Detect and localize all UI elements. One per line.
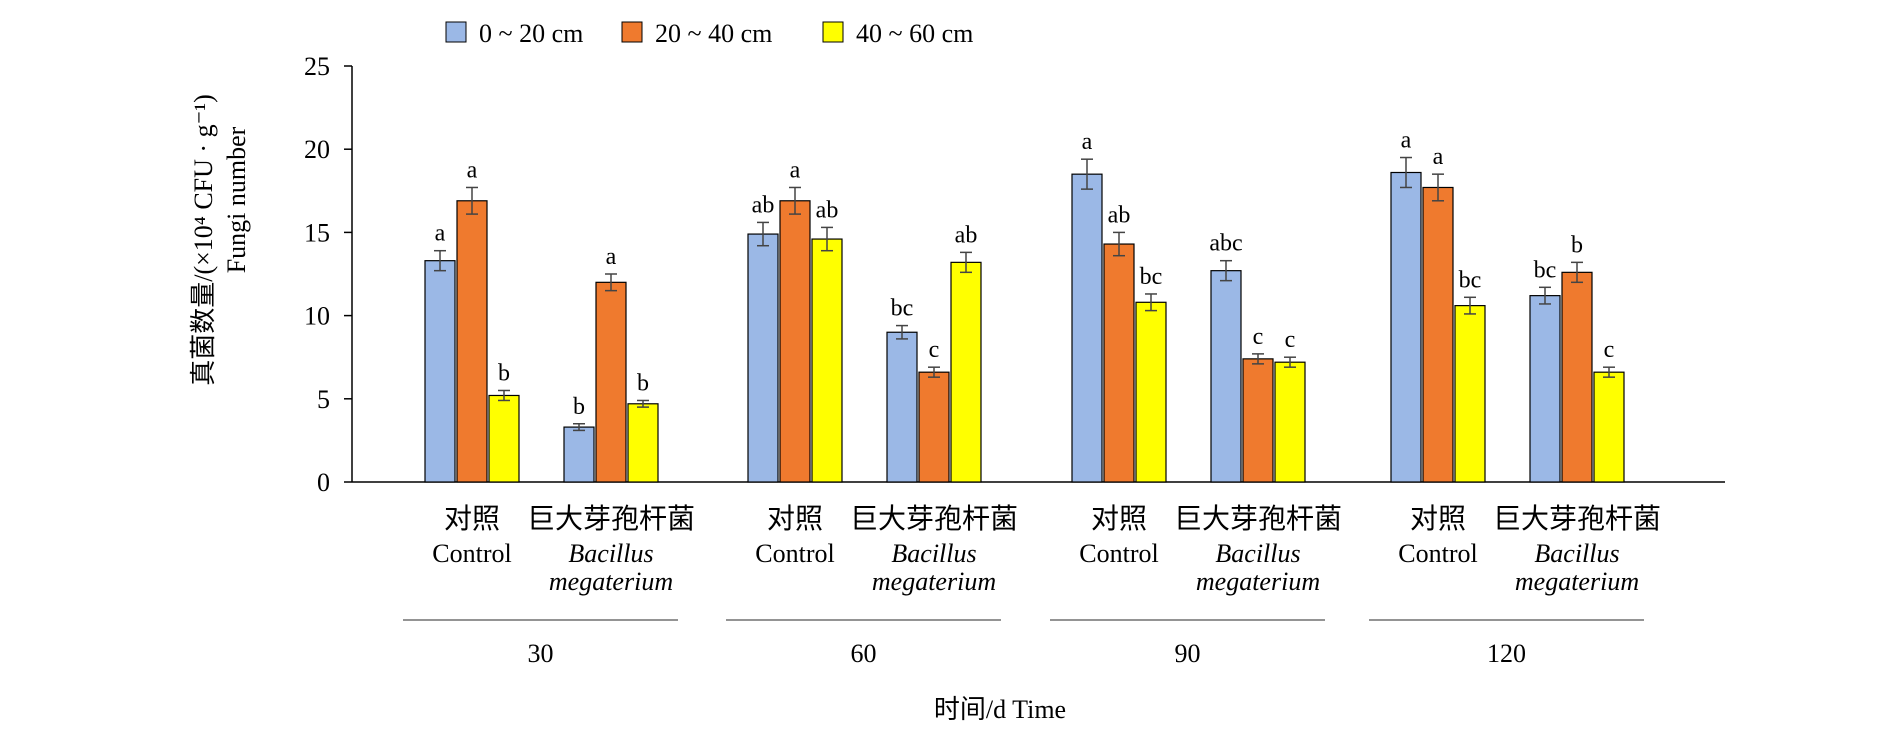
significance-label: b — [1571, 232, 1583, 258]
treatment-label-cn: 巨大芽孢杆菌 — [850, 503, 1018, 535]
treatment-label-en: Control — [1079, 539, 1158, 568]
significance-label: ab — [816, 197, 839, 223]
significance-label: a — [1401, 128, 1412, 154]
treatment-label-en: megaterium — [549, 567, 673, 596]
significance-label: bc — [891, 296, 914, 322]
y-axis: 0 5 10 15 20 25 — [304, 52, 353, 497]
day-label: 30 — [528, 639, 554, 668]
treatment-label-en: Control — [432, 539, 511, 568]
legend-swatch — [621, 21, 643, 43]
significance-label: a — [435, 221, 446, 247]
bar — [779, 200, 811, 483]
bar — [595, 281, 627, 483]
day-label: 90 — [1175, 639, 1201, 668]
bar — [1274, 361, 1306, 483]
y-tick-label: 15 — [304, 218, 330, 247]
significance-label: a — [606, 244, 617, 270]
treatment-label-cn: 巨大芽孢杆菌 — [1174, 503, 1342, 535]
significance-label: bc — [1140, 264, 1163, 290]
bar — [563, 426, 595, 483]
significance-label: b — [637, 370, 649, 396]
bar — [1103, 243, 1135, 483]
legend: 0 ~ 20 cm 20 ~ 40 cm 40 ~ 60 cm — [445, 19, 973, 48]
y-tick-label: 10 — [304, 302, 330, 331]
bar — [627, 403, 659, 483]
treatment-label-en: Bacillus — [1215, 539, 1300, 568]
bar — [950, 261, 982, 483]
day-label: 120 — [1487, 639, 1526, 668]
legend-swatch — [445, 21, 467, 43]
significance-label: c — [1604, 337, 1615, 363]
y-tick-label: 5 — [317, 385, 330, 414]
significance-label: a — [790, 157, 801, 183]
treatment-label-cn: 巨大芽孢杆菌 — [1493, 503, 1661, 535]
bar — [811, 238, 843, 483]
significance-label: ab — [1108, 202, 1131, 228]
significance-label: abc — [1209, 231, 1242, 257]
treatment-label-en: Control — [755, 539, 834, 568]
x-axis-title: 时间/d Time — [934, 695, 1066, 724]
treatment-label-en: Control — [1398, 539, 1477, 568]
bar — [488, 394, 520, 483]
legend-label: 20 ~ 40 cm — [655, 19, 772, 48]
treatment-label-en: Bacillus — [568, 539, 653, 568]
y-axis-subtitle: Fungi number — [222, 126, 251, 273]
y-tick-label: 20 — [304, 135, 330, 164]
significance-label: a — [1082, 129, 1093, 155]
treatment-label-cn: 巨大芽孢杆菌 — [527, 503, 695, 535]
y-axis-title: 真菌数量/(×10⁴ CFU · g⁻¹) — [189, 94, 218, 386]
bar — [1210, 270, 1242, 483]
bar — [747, 233, 779, 483]
treatment-label-cn: 对照 — [444, 503, 500, 535]
treatment-label-en: megaterium — [1196, 567, 1320, 596]
legend-swatch — [822, 21, 844, 43]
significance-label: bc — [1459, 267, 1482, 293]
significance-label: a — [467, 157, 478, 183]
significance-label: b — [498, 360, 510, 386]
bar — [424, 260, 456, 483]
bar — [1529, 295, 1561, 483]
bar — [1454, 305, 1486, 483]
bar — [1071, 173, 1103, 483]
bar — [1593, 371, 1625, 483]
treatment-label-en: megaterium — [872, 567, 996, 596]
bar — [1422, 186, 1454, 483]
significance-label: c — [1285, 327, 1296, 353]
treatment-label-cn: 对照 — [1091, 503, 1147, 535]
treatment-label-en: megaterium — [1515, 567, 1639, 596]
significance-label: c — [929, 337, 940, 363]
bar — [456, 200, 488, 483]
legend-label: 40 ~ 60 cm — [856, 19, 973, 48]
significance-label: b — [573, 394, 585, 420]
significance-label: a — [1433, 144, 1444, 170]
day-label: 60 — [851, 639, 877, 668]
y-tick-label: 25 — [304, 52, 330, 81]
bar — [1390, 171, 1422, 483]
significance-label: c — [1253, 324, 1264, 350]
bar — [886, 331, 918, 483]
legend-label: 0 ~ 20 cm — [479, 19, 583, 48]
significance-label: ab — [752, 192, 775, 218]
bar — [1242, 358, 1274, 483]
category-labels: 对照Control巨大芽孢杆菌Bacillusmegaterium30对照Con… — [403, 503, 1661, 668]
significance-label: bc — [1534, 257, 1557, 283]
treatment-label-en: Bacillus — [1534, 539, 1619, 568]
bar — [918, 371, 950, 483]
significance-label: ab — [955, 222, 978, 248]
bar — [1561, 271, 1593, 483]
treatment-label-en: Bacillus — [891, 539, 976, 568]
treatment-label-cn: 对照 — [1410, 503, 1466, 535]
bar — [1135, 301, 1167, 483]
treatment-label-cn: 对照 — [767, 503, 823, 535]
y-tick-label: 0 — [317, 468, 330, 497]
